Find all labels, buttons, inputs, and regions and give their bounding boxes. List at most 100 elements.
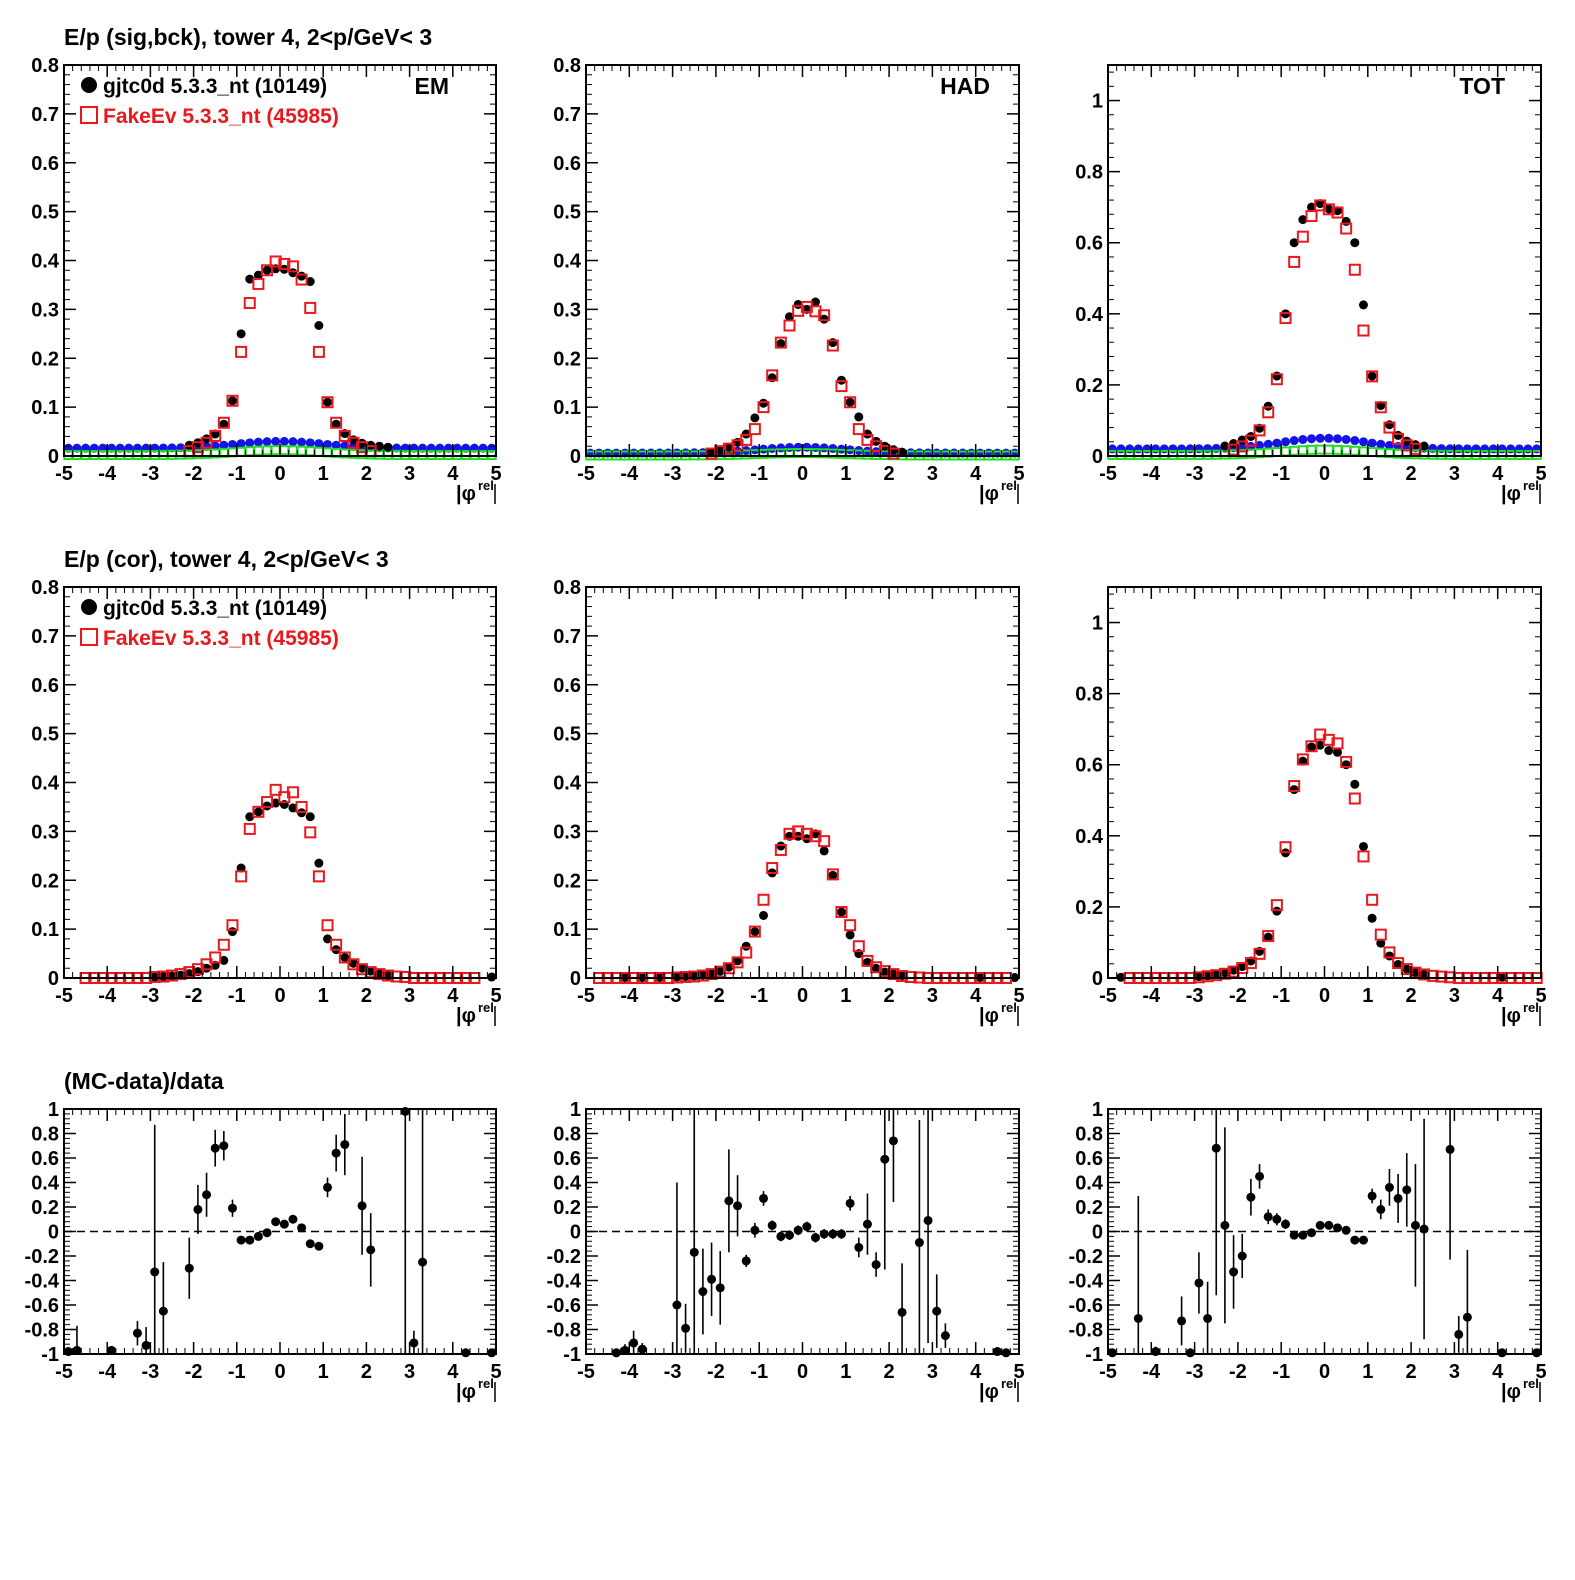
- mc-point: [295, 800, 308, 813]
- background-point: [202, 442, 212, 452]
- chart-panel-9: -5 -4 -3 -2 -1 0 1 2 3 4 5-1-0.8-0.6-0.4-0.200.20.…: [1069, 1099, 1547, 1403]
- mc-point: [243, 822, 256, 835]
- y-tick-label: -0.4: [547, 1271, 582, 1293]
- background-point: [210, 441, 220, 451]
- x-tick-label: -4: [620, 1361, 639, 1383]
- data-point: [828, 1229, 838, 1239]
- mc-point: [1340, 222, 1353, 235]
- x-tick-label: -4: [1142, 1361, 1161, 1383]
- data-point: [629, 1338, 639, 1348]
- data-point: [828, 870, 838, 880]
- data-point: [845, 930, 855, 940]
- mc-point: [261, 264, 274, 277]
- x-tick-label: -4: [1142, 985, 1161, 1007]
- mc-point: [209, 951, 222, 964]
- y-tick-label: 0.8: [1075, 162, 1103, 184]
- data-point: [819, 846, 829, 856]
- background-point: [279, 436, 289, 446]
- x-tick-label: -5: [1099, 1361, 1117, 1383]
- x-tick-label: 4: [1492, 1361, 1504, 1383]
- background-point: [305, 438, 315, 448]
- panels: -5 -4 -3 -2 -1 0 1 2 3 4 5 0 0.1 0.2 0.3 0.4 0.5 0.6 0.7 0.…: [25, 55, 1547, 1403]
- mc-point: [286, 260, 299, 273]
- data-point: [1107, 1348, 1117, 1358]
- x-axis-label-superscript: rel: [1523, 1376, 1539, 1391]
- mc-point: [1426, 969, 1439, 982]
- mc-point: [1392, 957, 1405, 970]
- x-tick-label: 0: [274, 1361, 285, 1383]
- background-point: [1298, 434, 1308, 444]
- x-tick-label: -1: [228, 1361, 246, 1383]
- data-point: [1367, 1191, 1377, 1201]
- mc-point: [1366, 370, 1379, 383]
- data-point: [923, 1215, 933, 1225]
- x-tick-label: 0: [274, 985, 285, 1007]
- y-tick-label: 0.2: [553, 1197, 581, 1219]
- x-tick-label: -5: [1099, 463, 1117, 485]
- x-tick-label: -1: [228, 985, 246, 1007]
- row-title-ratio: (MC-data)/data: [64, 1068, 224, 1094]
- data-point: [776, 339, 786, 349]
- data-point: [72, 1345, 82, 1355]
- data-point: [340, 952, 350, 962]
- x-tick-label: -4: [98, 463, 117, 485]
- y-tick-label: 0.4: [1075, 304, 1104, 326]
- data-point: [288, 1214, 298, 1224]
- x-tick-label: -5: [55, 1361, 73, 1383]
- y-tick-label: 0.8: [553, 577, 581, 599]
- y-tick-label: 0: [48, 446, 59, 468]
- mc-point: [1296, 753, 1309, 766]
- chart-panel-1: -5 -4 -3 -2 -1 0 1 2 3 4 5 0 0.1 0.2 0.3 0.4 0.5 0.6 0.7 0.…: [31, 55, 501, 505]
- mc-point: [844, 396, 857, 409]
- y-tick-label: 0.8: [1075, 684, 1103, 706]
- x-axis-label: |φ: [456, 1381, 476, 1403]
- x-tick-label: 3: [404, 1361, 415, 1383]
- data-point: [253, 270, 263, 280]
- data-point: [880, 1154, 890, 1164]
- data-point: [1376, 1204, 1386, 1214]
- x-tick-label: 0: [797, 463, 808, 485]
- data-point: [150, 1267, 160, 1277]
- data-point: [314, 321, 324, 331]
- mc-point: [766, 369, 779, 382]
- chart-panel-7: -5 -4 -3 -2 -1 0 1 2 3 4 5-1-0.8-0.6-0.4-0.200.20.…: [25, 1099, 502, 1403]
- data-point: [828, 338, 838, 348]
- mc-point: [861, 433, 874, 446]
- data-point: [1272, 371, 1282, 381]
- y-tick-label: 0.8: [31, 1124, 59, 1146]
- x-tick-label: 5: [1013, 985, 1024, 1007]
- mc-point: [217, 938, 230, 951]
- data-point: [862, 957, 872, 967]
- x-axis-label: |φ: [1501, 483, 1521, 505]
- x-tick-label: -2: [1229, 1361, 1247, 1383]
- y-tick-label: -1: [563, 1344, 581, 1366]
- y-tick-label: 0.7: [31, 104, 59, 126]
- data-point: [279, 1219, 289, 1229]
- y-tick-label: 0: [1092, 1222, 1103, 1244]
- data-point: [236, 1235, 246, 1245]
- background-point: [1367, 438, 1377, 448]
- data-point: [810, 1233, 820, 1243]
- y-tick-label: 0.8: [31, 55, 59, 77]
- data-point: [785, 312, 795, 322]
- data-point: [262, 265, 272, 275]
- data-point: [1324, 746, 1334, 756]
- data-point: [357, 438, 367, 448]
- data-point: [297, 271, 307, 281]
- data-point: [1133, 1313, 1143, 1323]
- data-point: [314, 1241, 324, 1251]
- mc-point: [304, 826, 317, 839]
- data-point: [1454, 1329, 1464, 1339]
- x-tick-label: 5: [490, 985, 501, 1007]
- mc-point: [1288, 255, 1301, 268]
- background-point: [828, 443, 838, 453]
- data-point: [271, 1217, 281, 1227]
- mc-point: [1253, 424, 1266, 437]
- data-point: [1410, 968, 1420, 978]
- y-tick-label: 0.6: [1075, 1148, 1103, 1170]
- data-point: [236, 329, 246, 339]
- mc-point: [1348, 263, 1361, 276]
- data-point: [1445, 1144, 1455, 1154]
- data-point: [750, 413, 760, 423]
- y-tick-label: 0.3: [553, 299, 581, 321]
